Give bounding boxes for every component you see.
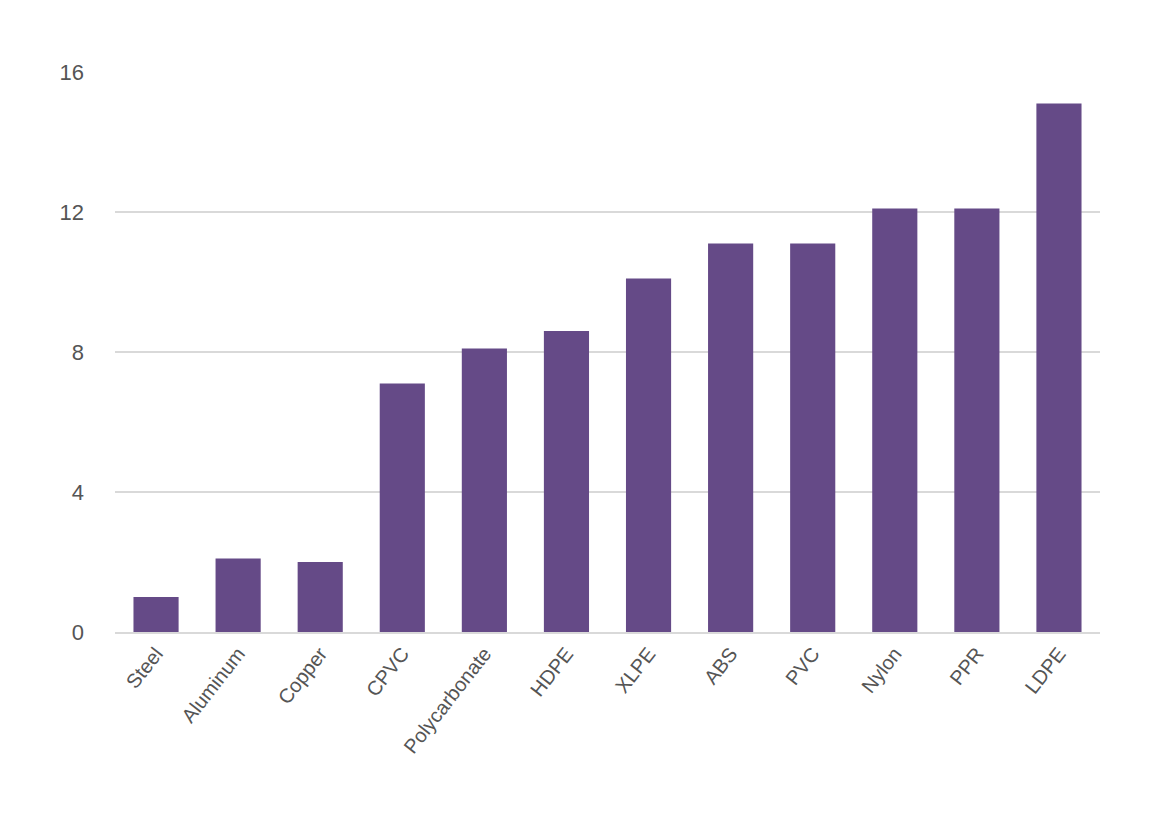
svg-text:16: 16 <box>60 60 84 85</box>
svg-text:CPVC: CPVC <box>362 643 414 700</box>
svg-text:Aluminum: Aluminum <box>177 643 249 727</box>
svg-text:HDPE: HDPE <box>526 643 578 700</box>
svg-text:Copper: Copper <box>274 643 332 709</box>
svg-text:Steel: Steel <box>122 643 167 692</box>
svg-text:4: 4 <box>72 480 84 505</box>
svg-text:Polycarbonate: Polycarbonate <box>399 643 495 757</box>
svg-text:0: 0 <box>72 620 84 645</box>
svg-text:ABS: ABS <box>700 643 742 688</box>
svg-text:12: 12 <box>60 200 84 225</box>
svg-text:PPR: PPR <box>945 643 988 689</box>
svg-text:PVC: PVC <box>781 643 824 689</box>
svg-text:Nylon: Nylon <box>857 643 906 697</box>
svg-text:8: 8 <box>72 340 84 365</box>
svg-text:LDPE: LDPE <box>1020 643 1070 698</box>
svg-text:XLPE: XLPE <box>611 643 660 697</box>
